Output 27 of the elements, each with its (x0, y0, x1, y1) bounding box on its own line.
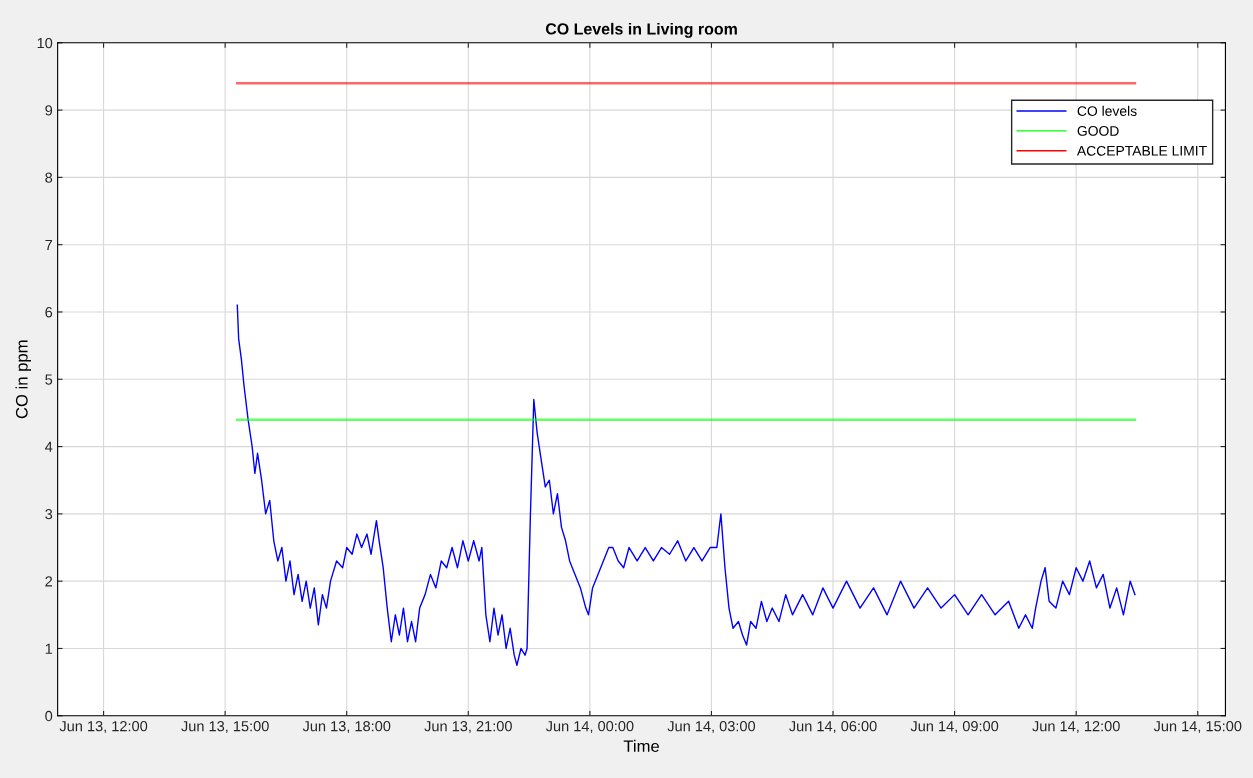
legend-label: CO levels (1077, 105, 1137, 116)
legend-label: GOOD (1077, 126, 1119, 136)
y-tick-label: 2 (45, 576, 53, 587)
y-tick-label: 4 (45, 441, 53, 452)
y-tick-label: 7 (45, 239, 53, 250)
y-tick-label: 9 (45, 105, 53, 116)
x-tick-label: Jun 13, 21:00 (424, 721, 512, 734)
x-tick-label: Jun 14, 15:00 (1153, 721, 1242, 734)
x-tick-label: Jun 14, 12:00 (1032, 721, 1120, 734)
chart-title: CO Levels in Living room (545, 22, 737, 38)
y-tick-label: 6 (45, 307, 53, 318)
y-axis-title: CO in ppm (15, 340, 31, 419)
y-tick-label: 1 (45, 643, 53, 654)
x-tick-label: Jun 13, 12:00 (59, 721, 148, 734)
x-tick-label: Jun 13, 18:00 (302, 721, 391, 734)
x-tick-label: Jun 14, 03:00 (667, 721, 756, 734)
x-tick-label: Jun 14, 09:00 (910, 721, 999, 734)
y-tick-label: 10 (37, 37, 53, 49)
x-tick-label: Jun 13, 15:00 (181, 721, 269, 734)
y-tick-label: 5 (45, 374, 53, 385)
y-tick-label: 0 (45, 710, 53, 722)
x-tick-label: Jun 14, 00:00 (545, 721, 634, 734)
y-tick-label: 8 (45, 172, 53, 183)
x-tick-label: Jun 14, 06:00 (789, 721, 877, 734)
x-axis-title: Time (623, 739, 659, 753)
y-tick-label: 3 (45, 508, 53, 520)
legend-label: ACCEPTABLE LIMIT (1076, 145, 1207, 156)
